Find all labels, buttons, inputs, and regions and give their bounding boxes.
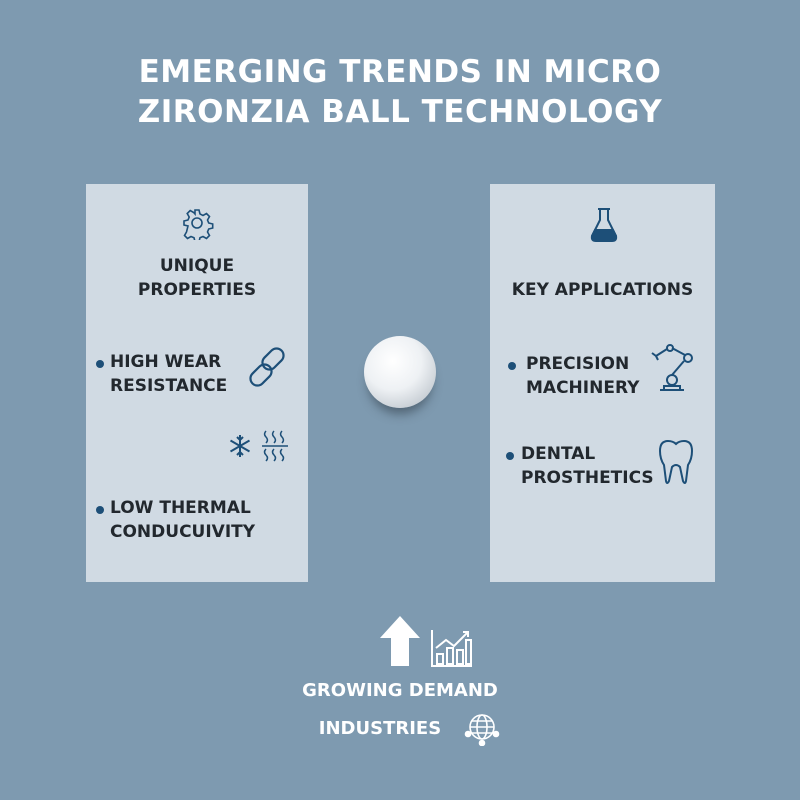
key-applications-panel: KEY APPLICATIONS PRECISION MACHINERY DENT…	[490, 184, 715, 582]
unique-properties-heading: UNIQUE PROPERTIES	[86, 254, 308, 302]
bullet	[506, 452, 514, 460]
unique-properties-panel: UNIQUE PROPERTIES HIGH WEAR RESISTANCE LOW…	[86, 184, 308, 582]
list-item: PRECISION MACHINERY	[526, 352, 639, 400]
list-item: HIGH WEAR RESISTANCE	[110, 350, 227, 398]
item-line: CONDUCUIVITY	[110, 522, 256, 542]
snowflake-heat-icon	[229, 430, 288, 462]
bar-chart-icon	[431, 630, 472, 667]
tooth-icon	[658, 439, 694, 484]
item-line: HIGH WEAR	[110, 352, 222, 372]
key-applications-heading: KEY APPLICATIONS	[511, 280, 694, 300]
item-line: PRECISION	[526, 354, 630, 374]
item-line: RESISTANCE	[110, 376, 228, 396]
item-line: DENTAL	[521, 444, 596, 464]
gear-icon	[183, 209, 214, 240]
up-arrow-icon	[380, 616, 420, 666]
list-item: LOW THERMAL CONDUCUIVITY	[110, 496, 255, 544]
item-line: LOW THERMAL	[110, 498, 251, 518]
bullet	[96, 506, 104, 514]
industries-label: INDUSTRIES	[318, 718, 442, 739]
item-line: PROSTHETICS	[521, 468, 654, 488]
robot-arm-icon	[651, 344, 693, 391]
heading-line: UNIQUE	[159, 256, 235, 276]
list-item: DENTAL PROSTHETICS	[521, 442, 654, 490]
zirconia-ball-image	[364, 336, 436, 408]
title-line-1: EMERGING TRENDS IN MICRO	[138, 54, 662, 90]
globe-icon	[464, 714, 500, 746]
flask-icon	[590, 208, 618, 242]
page-title: EMERGING TRENDS IN MICRO ZIRONZIA BALL T…	[0, 52, 800, 132]
growing-demand-label: GROWING DEMAND	[302, 680, 498, 701]
heading-line: PROPERTIES	[137, 280, 257, 300]
bullet	[508, 362, 516, 370]
bullet	[96, 360, 104, 368]
title-line-2: ZIRONZIA BALL TECHNOLOGY	[137, 94, 663, 130]
chain-link-icon	[249, 347, 285, 387]
item-line: MACHINERY	[526, 378, 640, 398]
